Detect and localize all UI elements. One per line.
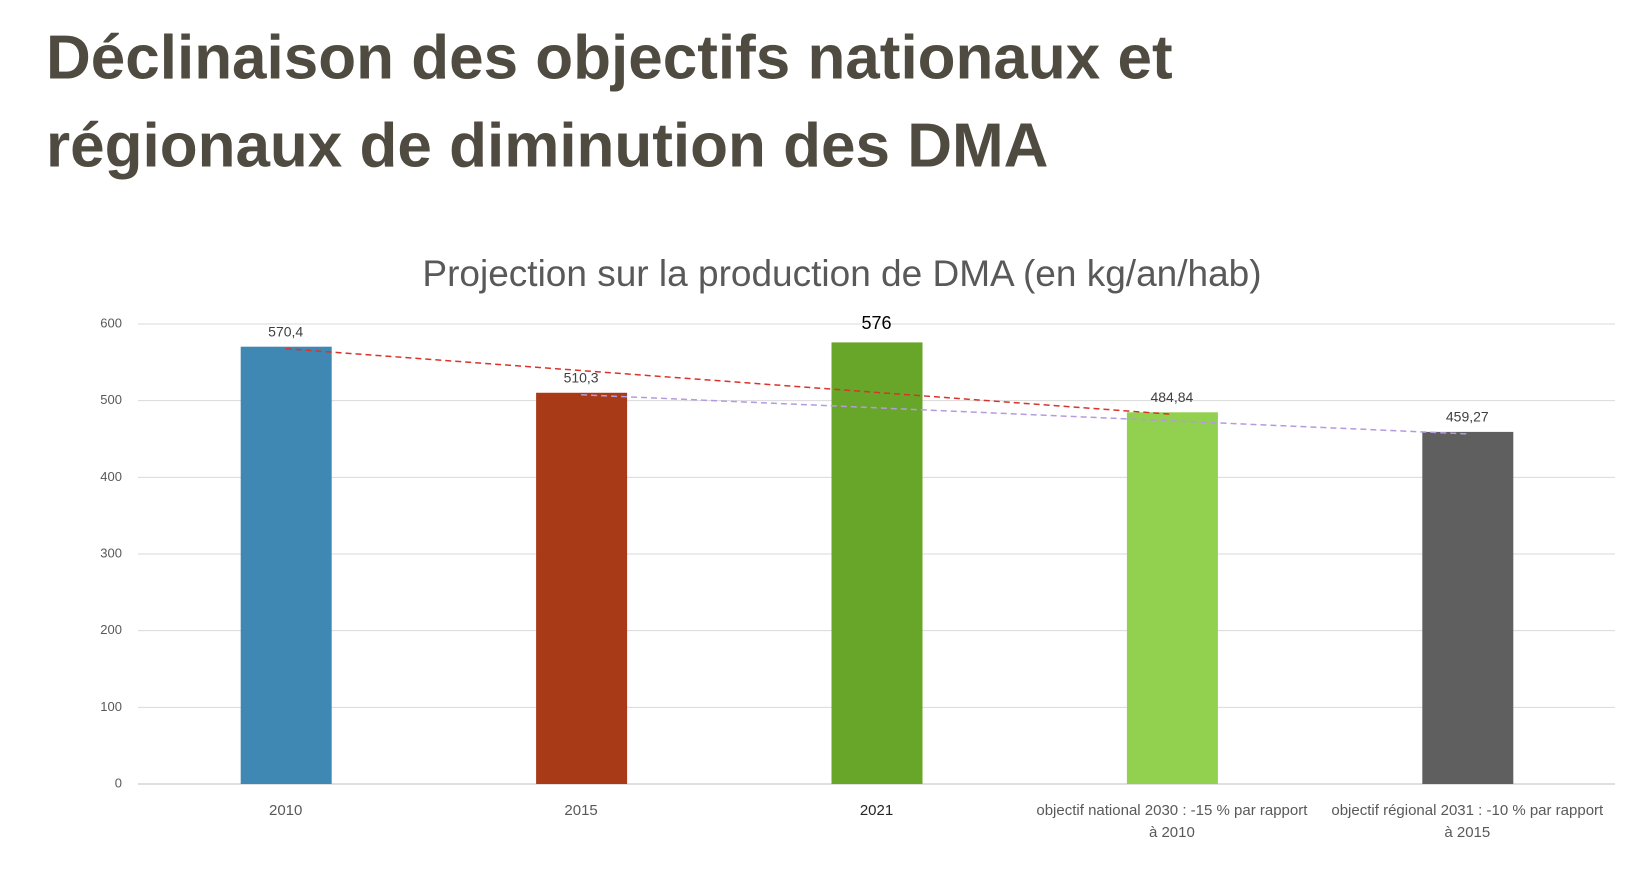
- bar: [240, 346, 332, 784]
- data-label: 510,3: [564, 369, 599, 385]
- x-tick-label: 2021: [859, 802, 894, 819]
- chart-title: Projection sur la production de DMA (en …: [422, 253, 1261, 294]
- x-tick-label: 2015: [564, 802, 598, 819]
- trend-line: [581, 394, 1468, 435]
- x-tick-label: objectif national 2030 : -15 % par rappo…: [1036, 802, 1308, 841]
- page-title: Déclinaison des objectifs nationaux et: [46, 23, 1173, 92]
- bar: [1422, 431, 1514, 784]
- data-label: 576: [861, 313, 891, 333]
- trend-line: [285, 347, 1172, 416]
- x-tick-label: objectif régional 2031 : -10 % par rappo…: [1331, 802, 1604, 841]
- bar: [1126, 412, 1218, 784]
- data-label: 570,4: [268, 323, 303, 339]
- y-tick-label: 200: [100, 622, 122, 637]
- x-tick-label-box: 2010: [269, 802, 303, 819]
- data-label: 459,27: [1446, 409, 1489, 425]
- y-tick-label: 100: [100, 699, 122, 714]
- data-label: 484,84: [1150, 389, 1193, 405]
- y-tick-label: 300: [100, 545, 122, 560]
- y-tick-label: 600: [100, 315, 122, 330]
- y-tick-label: 0: [115, 775, 122, 790]
- x-tick-label-box: 2021: [859, 802, 894, 819]
- bar: [831, 342, 923, 784]
- x-tick-label-box: 2015: [564, 802, 598, 819]
- page-title: régionaux de diminution des DMA: [46, 111, 1048, 180]
- x-tick-label: 2010: [269, 802, 303, 819]
- x-tick-label-box: objectif régional 2031 : -10 % par rappo…: [1331, 802, 1604, 841]
- x-tick-label-box: objectif national 2030 : -15 % par rappo…: [1036, 802, 1308, 841]
- bar: [536, 392, 628, 784]
- y-tick-label: 500: [100, 392, 122, 407]
- y-tick-label: 400: [100, 469, 122, 484]
